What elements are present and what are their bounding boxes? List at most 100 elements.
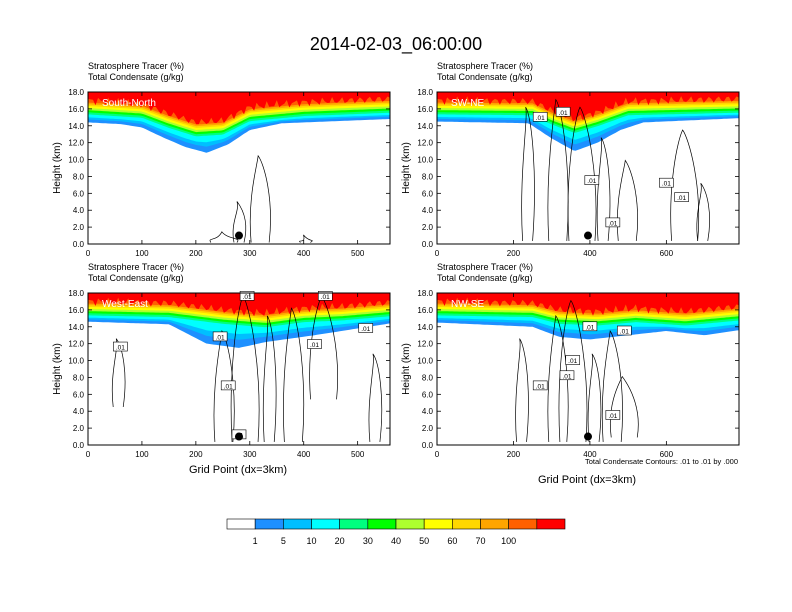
y-axis-label: Height (km) bbox=[52, 142, 63, 194]
x-tick-label: 0 bbox=[435, 450, 440, 459]
y-tick-label: 18.0 bbox=[68, 289, 84, 298]
contour-label: .01 bbox=[113, 341, 128, 352]
y-tick-label: 18.0 bbox=[417, 88, 433, 97]
colorbar-label: 70 bbox=[475, 536, 485, 546]
x-tick-label: 100 bbox=[135, 450, 149, 459]
y-axis-label: Height (km) bbox=[401, 343, 412, 395]
colorbar-label: 50 bbox=[419, 536, 429, 546]
svg-text:.01: .01 bbox=[608, 413, 617, 420]
contour-line bbox=[587, 353, 602, 442]
x-tick-label: 400 bbox=[297, 249, 311, 258]
y-tick-label: 0.0 bbox=[73, 441, 85, 450]
panel-title-tracer: Stratosphere Tracer (%) bbox=[88, 61, 184, 71]
colorbar-swatch bbox=[423, 518, 453, 530]
svg-text:.01: .01 bbox=[587, 178, 596, 185]
contour-label: .01 bbox=[317, 291, 333, 301]
panel-west-east: Stratosphere Tracer (%)Total Condensate … bbox=[52, 262, 391, 459]
x-tick-label: 300 bbox=[243, 450, 257, 459]
panel-label: West-East bbox=[102, 299, 148, 310]
panel-title-condensate: Total Condensate (g/kg) bbox=[437, 273, 533, 283]
panel-label: NW-SE bbox=[451, 299, 484, 310]
contour-line bbox=[617, 159, 638, 242]
plot-frame bbox=[436, 91, 740, 245]
x-tick-label: 300 bbox=[243, 249, 257, 258]
contour-label: .01 bbox=[532, 112, 548, 122]
panel-label: South-North bbox=[102, 98, 156, 109]
colorbar-swatch bbox=[395, 518, 425, 530]
contour-line bbox=[209, 231, 239, 243]
colorbar-swatch bbox=[283, 518, 312, 530]
colorbar-swatch bbox=[311, 518, 340, 530]
colorbar-swatch bbox=[226, 518, 256, 530]
contour-note: Total Condensate Contours: .01 to .01 by… bbox=[585, 457, 738, 466]
panels: Stratosphere Tracer (%)Total Condensate … bbox=[52, 61, 740, 459]
tracer-field bbox=[88, 92, 390, 153]
contour-label: .01 bbox=[565, 355, 581, 365]
y-tick-label: 16.0 bbox=[68, 306, 84, 315]
y-tick-label: 12.0 bbox=[68, 139, 84, 148]
contour-label: .01 bbox=[212, 331, 228, 341]
colorbar-label: 100 bbox=[501, 536, 516, 546]
colorbar-label: 1 bbox=[253, 536, 258, 546]
x-tick-label: 200 bbox=[189, 249, 203, 258]
svg-text:.01: .01 bbox=[224, 383, 233, 390]
y-tick-label: 2.0 bbox=[422, 424, 434, 433]
contour-label: .01 bbox=[559, 370, 575, 380]
svg-text:.01: .01 bbox=[662, 181, 671, 188]
y-tick-label: 2.0 bbox=[73, 223, 85, 232]
svg-text:.01: .01 bbox=[536, 383, 545, 390]
contour-line bbox=[515, 338, 529, 442]
x-tick-label: 400 bbox=[583, 249, 597, 258]
y-tick-label: 6.0 bbox=[422, 189, 434, 198]
colorbar-label: 20 bbox=[335, 536, 345, 546]
x-tick-label: 400 bbox=[297, 450, 311, 459]
svg-text:.01: .01 bbox=[243, 294, 252, 301]
contour-label: .01 bbox=[582, 321, 598, 331]
x-tick-label: 500 bbox=[351, 249, 365, 258]
y-tick-label: 6.0 bbox=[73, 390, 85, 399]
panel-title-tracer: Stratosphere Tracer (%) bbox=[437, 61, 533, 71]
contour-line bbox=[601, 330, 623, 442]
svg-text:.01: .01 bbox=[310, 342, 319, 349]
contour-label: .01 bbox=[674, 192, 689, 202]
tracer-band-10 bbox=[437, 92, 739, 122]
y-tick-label: 4.0 bbox=[73, 206, 85, 215]
y-tick-label: 16.0 bbox=[417, 105, 433, 114]
y-tick-label: 4.0 bbox=[422, 206, 434, 215]
contour-line bbox=[547, 314, 569, 442]
y-tick-label: 12.0 bbox=[68, 340, 84, 349]
location-marker bbox=[584, 432, 592, 441]
y-tick-label: 8.0 bbox=[73, 172, 85, 181]
contour-line bbox=[232, 201, 247, 243]
colorbar-swatch bbox=[508, 518, 538, 530]
contour-label: .01 bbox=[307, 339, 322, 349]
contour-label: .01 bbox=[239, 291, 255, 301]
contour-line bbox=[596, 137, 611, 241]
tracer-band-10 bbox=[88, 293, 390, 317]
y-tick-label: 10.0 bbox=[417, 156, 433, 165]
contour-label: .01 bbox=[358, 323, 374, 333]
contour-label: .01 bbox=[605, 410, 621, 420]
svg-text:.01: .01 bbox=[559, 110, 568, 117]
y-tick-label: 14.0 bbox=[417, 323, 433, 332]
panel-nw-se: Stratosphere Tracer (%)Total Condensate … bbox=[401, 262, 740, 459]
location-marker bbox=[584, 231, 592, 240]
svg-text:.01: .01 bbox=[620, 329, 629, 336]
contour-line bbox=[213, 330, 235, 442]
contour-line bbox=[299, 234, 313, 243]
y-tick-label: 14.0 bbox=[417, 122, 433, 131]
y-axis-label: Height (km) bbox=[52, 343, 63, 395]
y-tick-label: 0.0 bbox=[422, 441, 434, 450]
contour-line bbox=[262, 315, 277, 442]
y-axis-label: Height (km) bbox=[401, 142, 412, 194]
y-tick-label: 10.0 bbox=[417, 357, 433, 366]
plot-frame bbox=[436, 292, 740, 446]
y-tick-label: 10.0 bbox=[68, 357, 84, 366]
panel-title-tracer: Stratosphere Tracer (%) bbox=[437, 262, 533, 272]
y-tick-label: 6.0 bbox=[73, 189, 85, 198]
contour-line bbox=[368, 353, 383, 442]
contour-line bbox=[283, 307, 305, 442]
y-tick-label: 12.0 bbox=[417, 340, 433, 349]
y-tick-label: 4.0 bbox=[422, 407, 434, 416]
